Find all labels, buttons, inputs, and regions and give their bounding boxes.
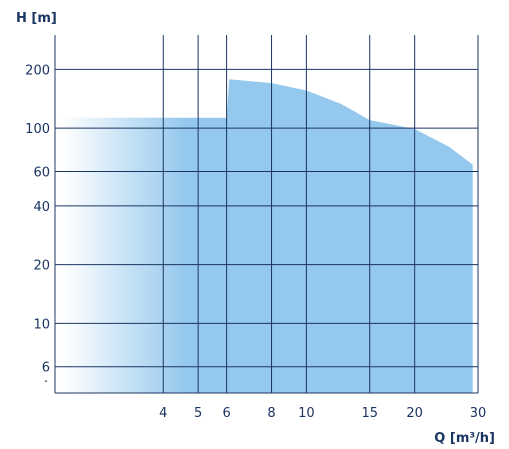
y-tick-label-20: 20 <box>33 259 50 274</box>
x-tick-label-8: 8 <box>267 406 275 421</box>
grid-layer <box>54 35 479 394</box>
x-tick-label-15: 15 <box>361 406 378 421</box>
y-tick-label-40: 40 <box>33 200 50 215</box>
x-tick-label-10: 10 <box>298 406 315 421</box>
y-tick-label-10: 10 <box>33 317 50 332</box>
area-layer <box>62 79 473 393</box>
y-minor-tick-mark: · <box>44 375 48 390</box>
label-layer: 4 5 6 8 10 15 20 30 6 10 20 40 60 100 200 · <box>25 63 486 421</box>
x-tick-label-30: 30 <box>470 406 487 421</box>
y-tick-label-6: 6 <box>42 361 50 376</box>
y-tick-label-100: 100 <box>25 122 50 137</box>
y-tick-label-60: 60 <box>33 165 50 180</box>
series-area-0 <box>62 79 473 393</box>
x-tick-label-20: 20 <box>406 406 423 421</box>
x-axis-title: Q [m³/h] <box>434 431 495 446</box>
x-tick-label-6: 6 <box>222 406 230 421</box>
y-axis-title: H [m] <box>16 11 57 26</box>
y-tick-label-200: 200 <box>25 63 50 78</box>
x-tick-label-5: 5 <box>194 406 202 421</box>
x-tick-label-4: 4 <box>159 406 167 421</box>
